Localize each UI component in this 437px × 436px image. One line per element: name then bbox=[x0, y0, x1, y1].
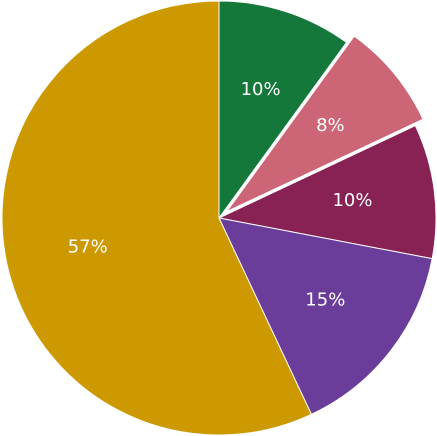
slice-label-2: 8% bbox=[316, 115, 345, 136]
pie-slice-2 bbox=[226, 35, 424, 213]
slice-label-4: 15% bbox=[305, 289, 345, 310]
pie-slice-3 bbox=[217, 124, 437, 260]
slice-label-1: 10% bbox=[241, 79, 281, 100]
pie-slice-4 bbox=[218, 217, 433, 416]
slice-label-5: 57% bbox=[68, 236, 108, 257]
pie-slice-5 bbox=[1, 0, 313, 436]
pie-slice-1 bbox=[218, 0, 348, 220]
slice-label-3: 10% bbox=[332, 190, 372, 211]
